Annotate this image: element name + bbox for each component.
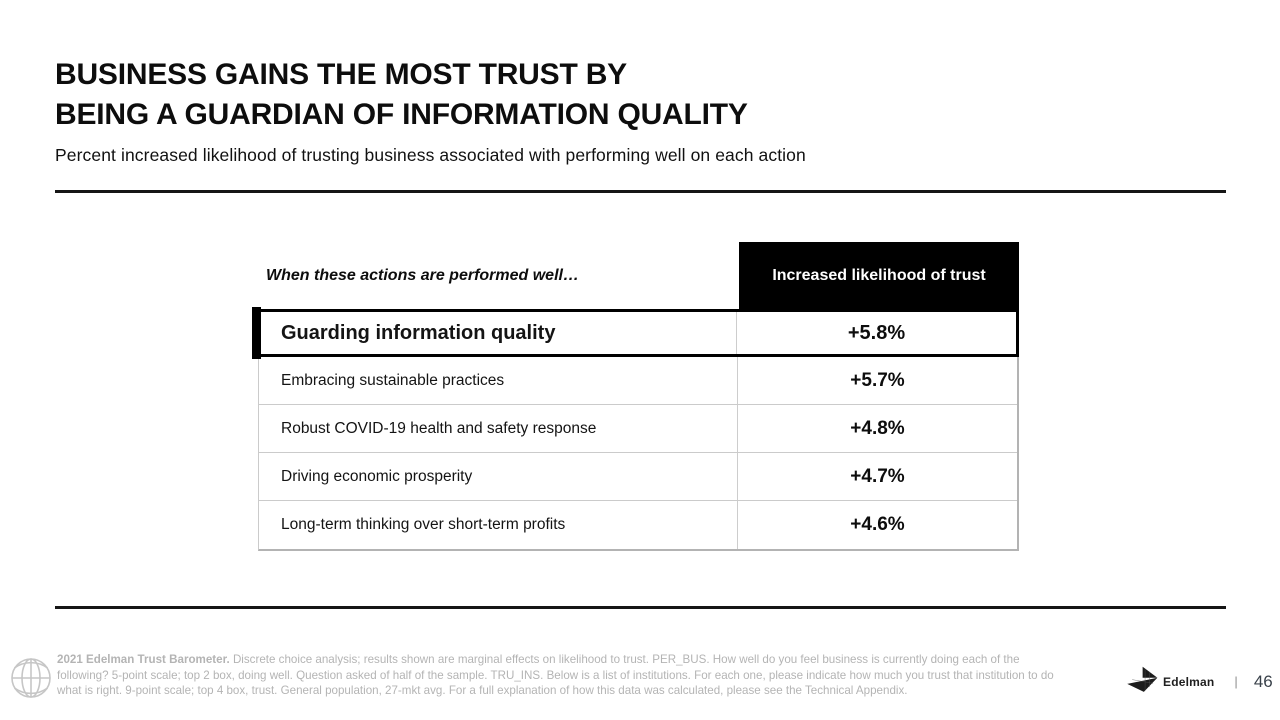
table-row: Embracing sustainable practices +5.7% — [259, 357, 1017, 405]
value-label: +4.8% — [737, 405, 1017, 452]
table-header-row: When these actions are performed well… I… — [258, 242, 1019, 309]
value-label: +4.7% — [737, 453, 1017, 500]
action-label: Long-term thinking over short-term profi… — [281, 516, 566, 533]
value-label: +5.7% — [737, 357, 1017, 404]
footnote-line2: following? 5-point scale; top 2 box, doi… — [57, 668, 1054, 682]
value-label: +4.6% — [737, 501, 1017, 549]
brand-separator: | — [1234, 674, 1238, 689]
action-label: Embracing sustainable practices — [281, 371, 505, 389]
table-header-value: Increased likelihood of trust — [739, 242, 1019, 309]
slide-title-line1: BUSINESS GAINS THE MOST TRUST BY — [55, 58, 627, 91]
table-row-highlighted: Guarding information quality +5.8% — [252, 307, 1019, 359]
action-label: Guarding information quality — [281, 321, 556, 344]
globe-icon — [9, 656, 53, 705]
slide-subtitle: Percent increased likelihood of trusting… — [55, 145, 806, 165]
source-footnote: 2021 Edelman Trust Barometer. Discrete c… — [57, 652, 1097, 699]
edelman-logo-icon — [1126, 664, 1158, 699]
footnote-line1: 2021 Edelman Trust Barometer. Discrete c… — [57, 653, 1020, 666]
top-divider-line — [55, 190, 1226, 193]
table-row: Driving economic prosperity +4.7% — [259, 453, 1017, 501]
brand-name: Edelman — [1163, 674, 1215, 689]
action-label: Robust COVID-19 health and safety respon… — [281, 419, 597, 437]
bottom-divider-line — [55, 606, 1226, 609]
source-title: 2021 Edelman Trust Barometer. — [57, 653, 230, 666]
table-row: Robust COVID-19 health and safety respon… — [259, 405, 1017, 453]
table-row: Long-term thinking over short-term profi… — [259, 501, 1017, 549]
footnote-line3: what is right. 9-point scale; top 4 box,… — [57, 684, 908, 698]
table-body: Embracing sustainable practices +5.7% Ro… — [258, 357, 1019, 551]
slide-title-line2: BEING A GUARDIAN OF INFORMATION QUALITY — [55, 98, 748, 131]
action-label: Driving economic prosperity — [281, 467, 473, 485]
page-number: 46 — [1253, 671, 1273, 691]
brand-block: Edelman | 46 — [1126, 664, 1273, 699]
table-header-actions: When these actions are performed well… — [266, 266, 579, 284]
value-label: +5.8% — [736, 312, 1016, 354]
highlight-accent-bar — [252, 307, 261, 359]
slide-title: BUSINESS GAINS THE MOST TRUST BY BEING A… — [55, 55, 748, 135]
trust-table: When these actions are performed well… I… — [252, 242, 1019, 551]
